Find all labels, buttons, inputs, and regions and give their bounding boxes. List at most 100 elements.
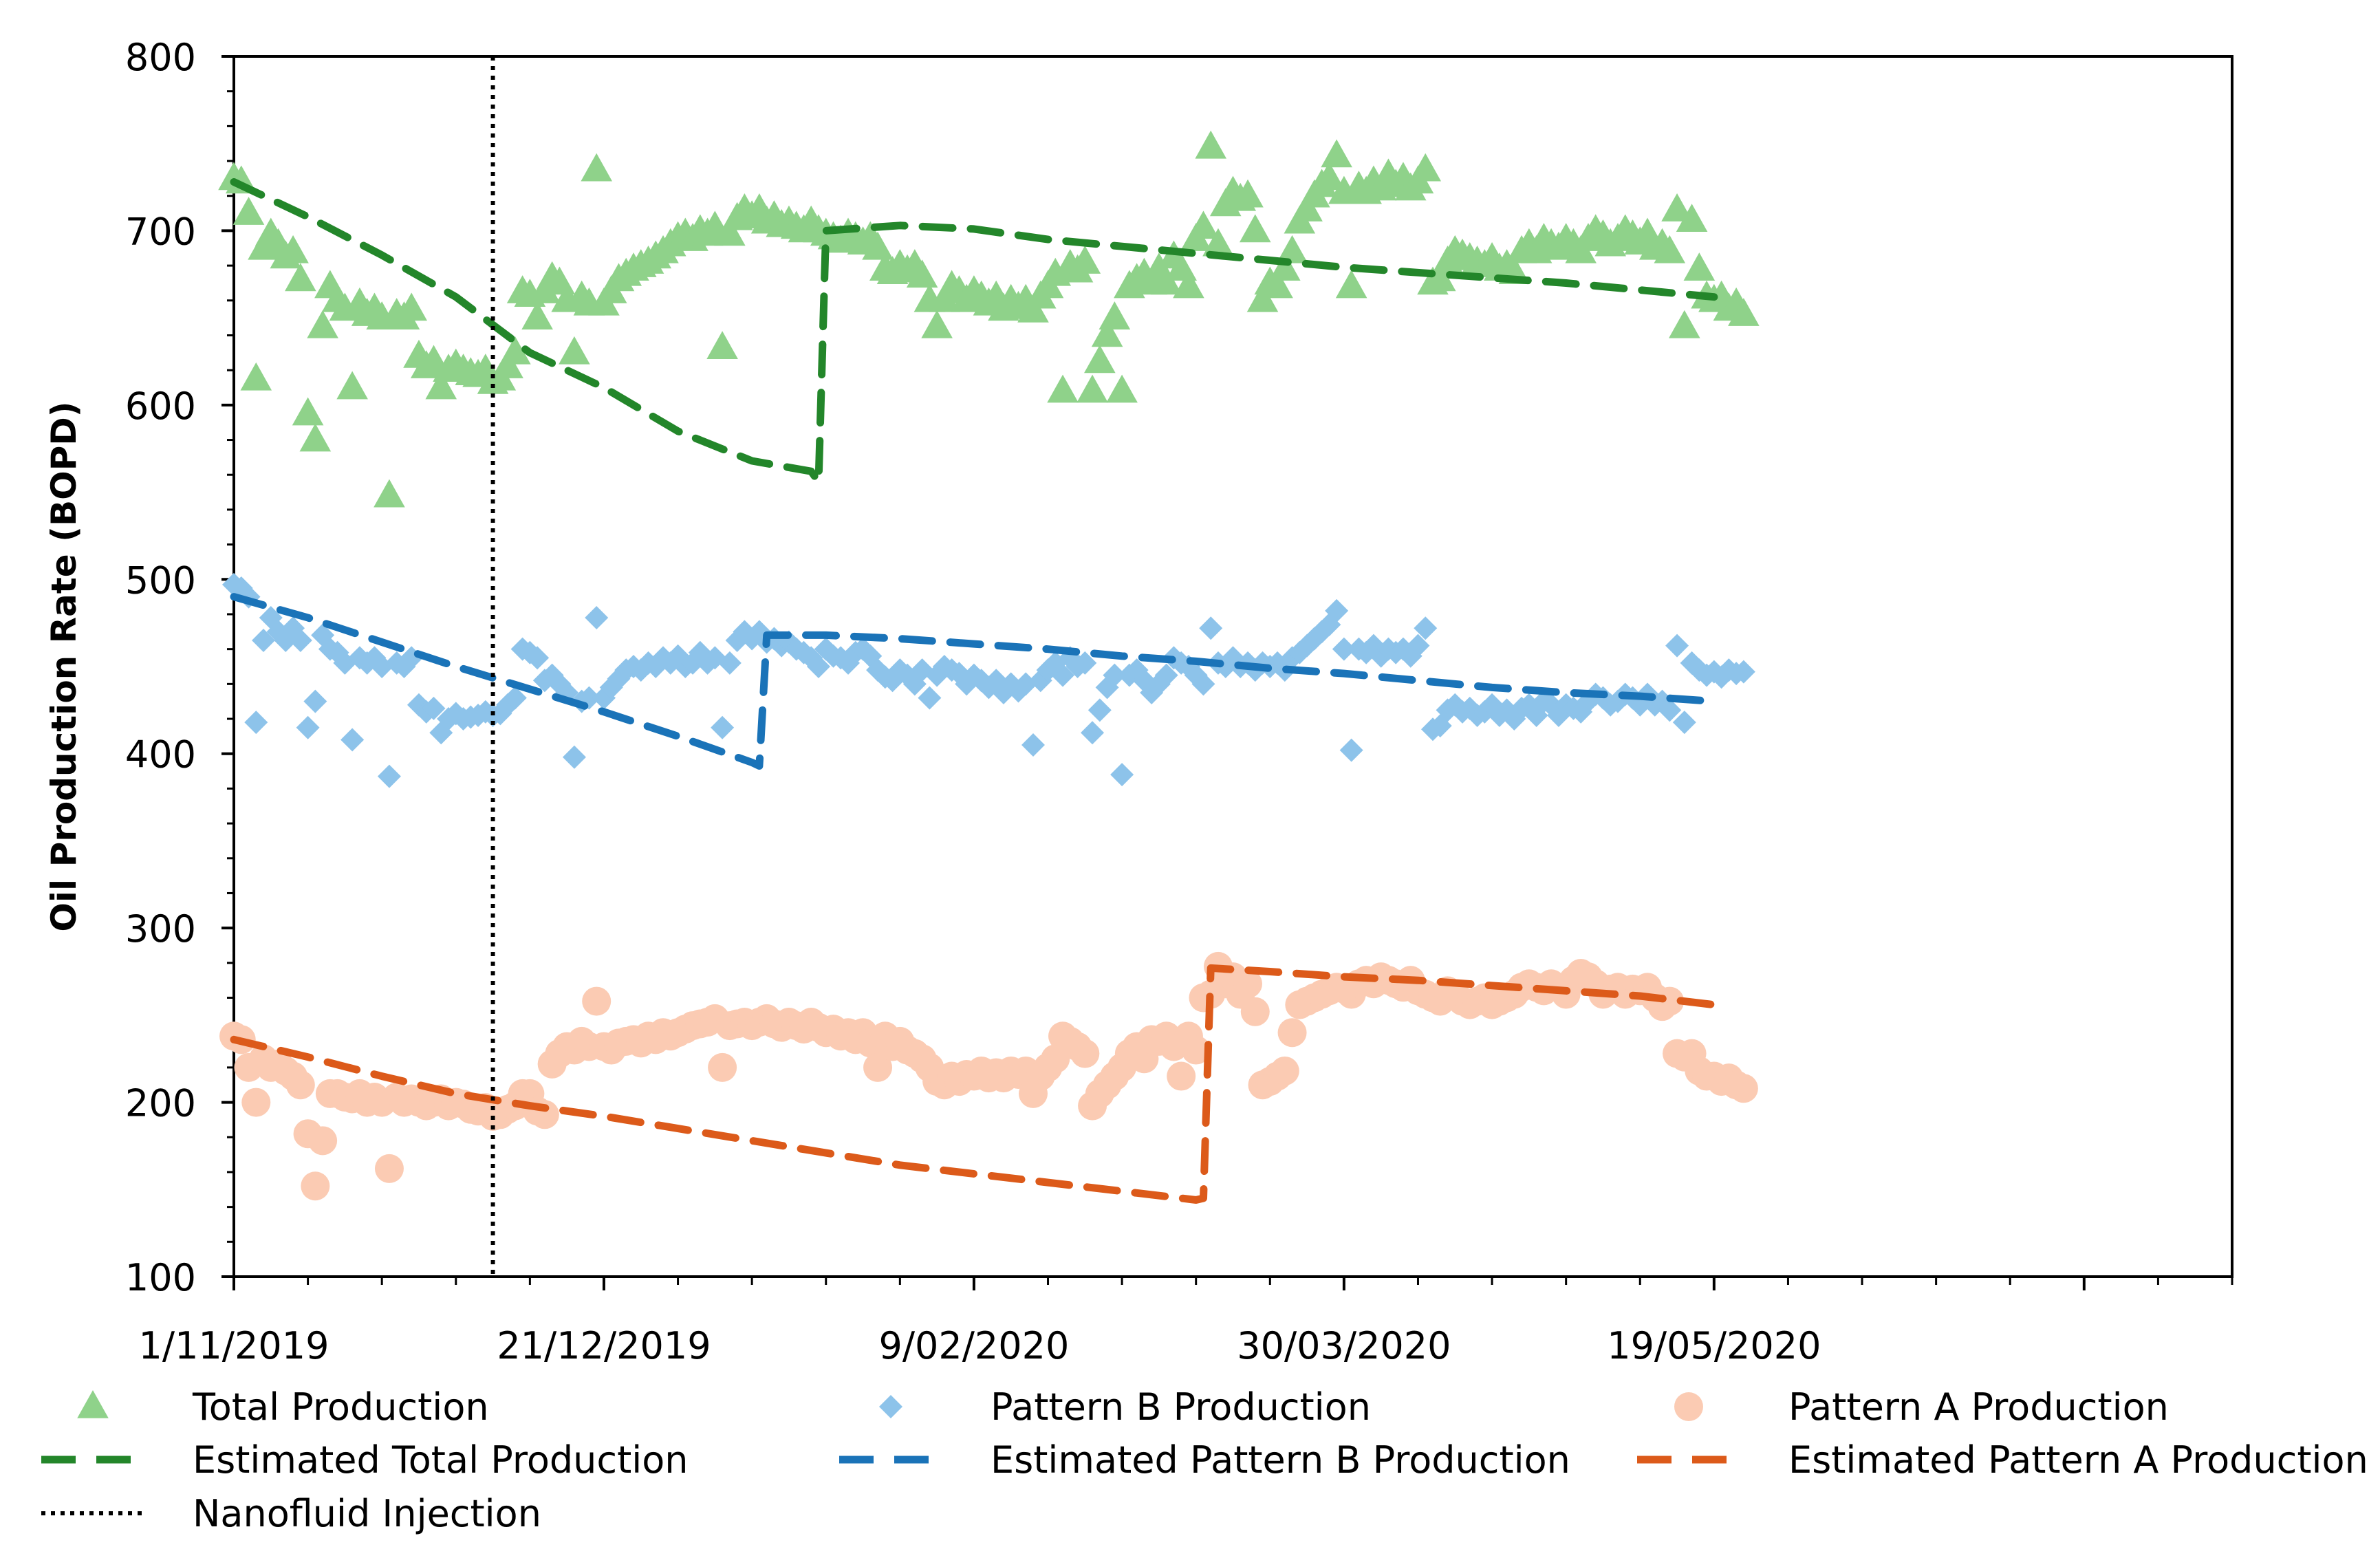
pattern-b-production-point: [303, 689, 327, 713]
total-production-point: [307, 310, 338, 338]
y-tick-label: 500: [125, 559, 196, 602]
pattern-a-production-point: [1277, 1018, 1307, 1048]
y-tick-label: 700: [125, 210, 196, 253]
legend-item: Total Production: [77, 1385, 489, 1429]
axes: 100 200 300 400 500 600 700 800 1/11/2019 21/12/2…: [125, 36, 2233, 1367]
y-tick-label: 100: [125, 1256, 196, 1299]
pattern-b-production-point: [288, 628, 312, 652]
total-production-point: [714, 217, 746, 246]
series-layer: [218, 130, 1760, 1204]
total-production-point: [1039, 257, 1072, 286]
pattern-a-production-point: [863, 1052, 893, 1082]
total-production-point: [906, 259, 938, 288]
total-production-point: [1313, 162, 1345, 191]
pattern-a-production-point: [1729, 1074, 1758, 1103]
pattern-b-production-point: [333, 651, 357, 675]
y-tick-label: 600: [125, 385, 196, 428]
total-production-point: [1202, 228, 1234, 257]
total-production-series: [218, 130, 1760, 508]
pattern-b-production-point: [585, 606, 609, 630]
legend-swatch-total-production: [77, 1390, 109, 1418]
pattern-b-production-point: [1665, 634, 1689, 658]
pattern-b-production-point: [1110, 763, 1134, 787]
legend-item: Estimated Pattern B Production: [839, 1438, 1570, 1482]
pattern-b-production-point: [1546, 703, 1570, 727]
pattern-b-production-series: [222, 572, 1755, 788]
pattern-b-production-point: [1436, 698, 1460, 722]
total-production-point: [232, 197, 265, 225]
x-tick-label: 1/11/2019: [139, 1324, 329, 1367]
x-tick-label: 19/05/2020: [1607, 1324, 1821, 1367]
x-tick-label: 30/03/2020: [1237, 1324, 1451, 1367]
y-tick-label: 300: [125, 907, 196, 951]
pattern-b-production-point: [711, 715, 735, 739]
total-production-point: [1335, 270, 1367, 299]
total-production-point: [921, 310, 953, 338]
total-production-point: [581, 153, 613, 182]
pattern-b-production-point: [1339, 738, 1363, 762]
y-tick-label: 200: [125, 1082, 196, 1125]
pattern-b-production-point: [1406, 634, 1430, 658]
total-production-point: [1321, 139, 1352, 168]
pattern-a-production-point: [308, 1126, 338, 1156]
legend-label: Estimated Pattern A Production: [1788, 1438, 2368, 1482]
x-tick-label: 21/12/2019: [497, 1324, 711, 1367]
pattern-a-production-point: [1167, 1061, 1196, 1091]
pattern-b-production-point: [918, 686, 942, 710]
total-production-point: [1047, 374, 1079, 403]
total-production-point: [1728, 298, 1760, 326]
legend-label: Total Production: [192, 1385, 489, 1429]
total-production-point: [1187, 210, 1220, 239]
pattern-b-production-point: [717, 651, 742, 675]
pattern-a-production-point: [1240, 997, 1270, 1026]
total-production-point: [1669, 310, 1700, 338]
pattern-b-production-point: [1088, 698, 1112, 722]
legend-item: Pattern A Production: [1674, 1385, 2169, 1429]
pattern-b-production-point: [1658, 698, 1682, 722]
legend-item: Nanofluid Injection: [41, 1492, 541, 1535]
pattern-a-production-point: [1233, 969, 1263, 999]
pattern-b-production-point: [577, 686, 601, 710]
pattern-a-production-point: [241, 1088, 271, 1117]
total-production-point: [240, 362, 272, 391]
total-production-point: [425, 371, 457, 400]
legend-item: Estimated Total Production: [41, 1438, 689, 1482]
pattern-a-production-point: [582, 986, 612, 1016]
pattern-b-production-point: [806, 655, 830, 678]
pattern-b-production-point: [340, 728, 365, 752]
total-production-point: [1654, 235, 1686, 263]
pattern-b-production-point: [1524, 703, 1548, 727]
x-tick-label: 9/02/2020: [878, 1324, 1069, 1367]
pattern-b-production-point: [252, 628, 276, 652]
legend-label: Nanofluid Injection: [193, 1492, 541, 1535]
y-axis-label: Oil Production Rate (BOPD): [44, 401, 84, 931]
legend-label: Pattern B Production: [991, 1385, 1371, 1429]
pattern-b-production-point: [503, 686, 527, 710]
total-production-point: [277, 235, 309, 263]
total-production-point: [706, 331, 738, 360]
legend-label: Estimated Total Production: [193, 1438, 689, 1482]
total-production-point: [374, 479, 405, 508]
y-tick-label: 800: [125, 36, 196, 79]
pattern-a-production-point: [1070, 1039, 1100, 1068]
legend: Total Production Pattern B Production Patt…: [41, 1385, 2368, 1535]
legend-label: Pattern A Production: [1788, 1385, 2169, 1429]
pattern-b-production-point: [1051, 663, 1075, 687]
pattern-a-production-point: [285, 1070, 315, 1100]
legend-item: Estimated Pattern A Production: [1637, 1438, 2368, 1482]
pattern-b-production-point: [377, 764, 401, 788]
total-production-point: [1091, 318, 1123, 347]
estimated-total-production-line: [230, 178, 1718, 486]
total-production-point: [1106, 374, 1138, 403]
total-production-point: [1077, 374, 1108, 403]
total-production-point: [396, 292, 428, 321]
total-production-point: [1069, 246, 1101, 274]
total-production-point: [1084, 345, 1116, 374]
total-production-point: [299, 423, 332, 452]
pattern-a-production-point: [1181, 1035, 1211, 1065]
pattern-b-production-point: [296, 715, 320, 739]
total-production-point: [521, 301, 553, 329]
total-production-point: [499, 336, 531, 365]
legend-swatch-pattern-b-production: [879, 1395, 902, 1418]
